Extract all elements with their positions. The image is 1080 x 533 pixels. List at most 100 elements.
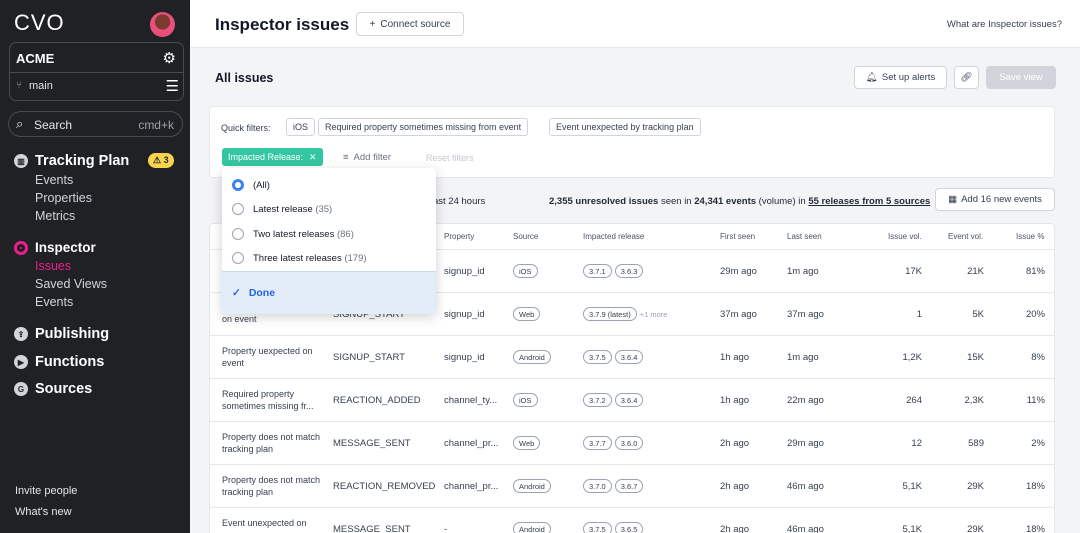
warning-badge: ⚠ 3 [148,153,174,168]
issue-type: Event unexpected on source [222,518,307,533]
release-option-all[interactable]: (All) [232,179,270,191]
issue-percent: 2% [1031,438,1045,449]
radio-button[interactable] [232,179,244,191]
table-row[interactable]: on event SIGNUP_START signup_id Web 3.7.9 (l… [210,292,1054,335]
nav-item-saved-views[interactable]: Saved Views [35,277,108,291]
release-pills: 3.7.2 3.6.4 [583,393,644,407]
release-option-three-latest[interactable]: Three latest releases (179) [232,252,367,264]
issue-volume: 5,1K [902,524,922,533]
table-row[interactable]: Required property sometimes missing fr..… [210,378,1054,421]
col-header-issue-vol[interactable]: Issue vol. [888,232,922,241]
col-header-issue-pct[interactable]: Issue % [1016,232,1045,241]
impacted-release-label: Impacted Release: [228,152,304,162]
issue-type: Property uexpected on event [222,346,313,368]
source-pill: Android [513,522,551,533]
nav-item-metrics[interactable]: Metrics [35,209,76,223]
release-option-two-latest[interactable]: Two latest releases (86) [232,228,354,240]
release-option-latest[interactable]: Latest release (35) [232,203,332,215]
releases-link[interactable]: 55 releases from 5 sources [808,196,931,207]
time-range[interactable]: ast 24 hours [433,196,486,207]
source-pill: Android [513,479,551,493]
publishing-icon: ⇪ [14,327,28,341]
release-dropdown: (All) Latest release (35) Two latest rel… [222,168,436,314]
source-pill: iOS [513,264,538,278]
sidebar: CVO ACME ⚙ ⑂ main ☰ ⌕ Search cmd+k ▥ Tra… [0,0,190,533]
release-pill: 3.6.4 [614,393,644,407]
issue-percent: 11% [1026,395,1045,406]
impacted-release-filter[interactable]: Impacted Release: ✕ [222,148,323,166]
nav-item-properties[interactable]: Properties [35,191,92,205]
add-new-events-button[interactable]: ▦ Add 16 new events [935,188,1055,211]
workspace-name[interactable]: ACME [16,51,55,66]
table-row[interactable]: Property does not match tracking plan MES… [210,421,1054,464]
table-row[interactable]: Property uexpected on event SIGNUP_START s… [210,335,1054,378]
add-branch-icon[interactable]: ☰ [165,78,179,95]
reset-filters-button[interactable]: Reset filters [426,153,474,163]
nav-item-issues[interactable]: Issues [35,259,72,273]
nav-tracking-plan[interactable]: ▥ Tracking Plan [14,153,129,169]
event-name: SIGNUP_START [333,352,405,363]
property-name: channel_pr... [444,481,499,492]
nav-inspector[interactable]: Inspector [14,240,96,255]
view-title: All issues [215,71,274,85]
branch-icon: ⑂ [16,80,22,91]
event-name: REACTION_ADDED [333,395,421,406]
nav-item-events[interactable]: Events [35,173,74,187]
save-view-button[interactable]: Save view [986,66,1056,89]
inspector-icon [14,240,28,255]
col-header-source[interactable]: Source [513,232,539,241]
issue-volume: 1,2K [902,352,922,363]
avatar[interactable] [150,12,175,37]
col-header-property[interactable]: Property [444,232,475,241]
release-pill: 3.6.7 [614,479,644,493]
radio-button[interactable] [232,228,244,240]
release-pill: 3.7.5 [583,522,612,533]
source-pill: Web [513,307,541,321]
issue-percent: 18% [1025,524,1045,533]
nav-item-inspector-events[interactable]: Events [35,295,74,309]
nav-sources[interactable]: G Sources [14,381,92,397]
table-row[interactable]: Property does not match tracking plan REA… [210,464,1054,507]
col-header-last-seen[interactable]: Last seen [787,232,822,241]
radio-button[interactable] [232,252,244,264]
event-volume: 29K [967,481,984,492]
nav-functions[interactable]: ▶ Functions [14,354,104,370]
copy-link-button[interactable]: 🔗︎ [954,66,979,89]
done-label: Done [248,287,276,299]
event-volume: 2,3K [964,395,984,406]
radio-button[interactable] [232,203,244,215]
first-seen: 2h ago [720,481,750,492]
whats-new-link[interactable]: What's new [15,506,72,518]
table-row[interactable]: Event unexpected on source MESSAGE_SENT - A… [210,507,1054,533]
close-icon[interactable]: ✕ [309,151,317,162]
plus-icon: + [369,18,376,30]
col-header-event-vol[interactable]: Event vol. [948,232,984,241]
add-filter-button[interactable]: ≡ Add filter [343,152,391,163]
issue-percent: 81% [1025,266,1045,277]
logo[interactable]: CVO [14,10,65,35]
branch-name[interactable]: main [29,80,53,92]
help-link[interactable]: What are Inspector issues? [946,19,1062,30]
more-releases-link[interactable]: +1 more [639,309,668,319]
search-input[interactable]: ⌕ Search cmd+k [8,111,183,137]
done-button[interactable]: ✓ Done [222,271,436,314]
event-name: REACTION_REMOVED [333,481,436,492]
nav-publishing[interactable]: ⇪ Publishing [14,326,109,342]
nav-label: Sources [35,381,93,397]
quick-filter-required-missing[interactable]: Required property sometimes missing from… [318,118,529,136]
last-seen: 29m ago [787,438,824,449]
table-row[interactable]: signup_id iOS 3.7.1 3.6.3 29m ago 1m ago 17K 21… [210,249,1054,292]
col-header-impacted-release[interactable]: Impacted release [583,232,645,241]
gear-icon[interactable]: ⚙ [162,50,176,67]
quick-filter-ios[interactable]: iOS [286,118,316,136]
issue-percent: 20% [1025,309,1045,320]
release-pill: 3.7.7 [583,436,612,450]
map-icon: ▦ [948,194,958,205]
invite-people-link[interactable]: Invite people [15,485,78,497]
col-header-first-seen[interactable]: First seen [720,232,756,241]
property-name: - [444,524,448,533]
quick-filter-event-unexpected[interactable]: Event unexpected by tracking plan [549,118,701,136]
option-label: (All) [253,179,270,191]
connect-source-button[interactable]: + Connect source [356,12,464,36]
set-up-alerts-button[interactable]: 🔔︎ Set up alerts [854,66,947,89]
